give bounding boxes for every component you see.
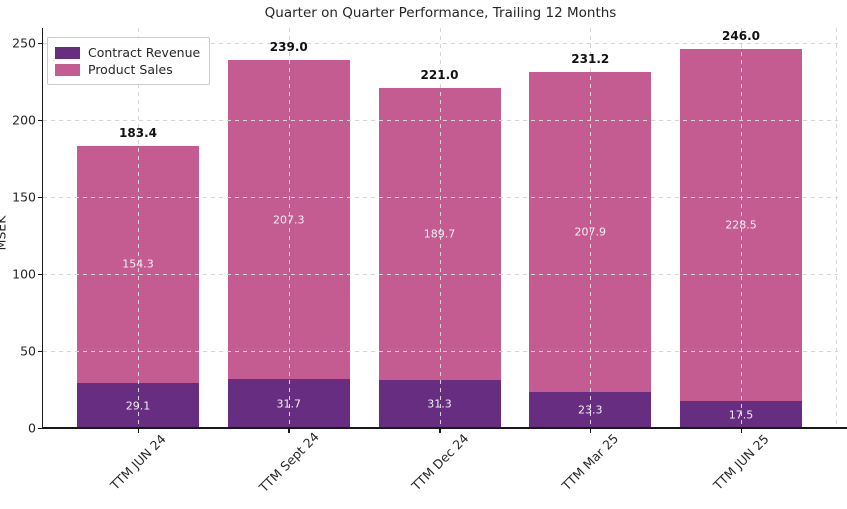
y-tick-mark: [38, 350, 43, 352]
bar-value-label: 31.3: [427, 397, 452, 411]
y-tick-mark: [38, 427, 43, 429]
y-tick-label: 50: [20, 343, 36, 359]
y-axis-label: MSEK: [0, 215, 9, 251]
gridline-vertical: [590, 28, 592, 428]
legend-label: Contract Revenue: [88, 45, 201, 60]
legend-item-contract-revenue: Contract Revenue: [55, 45, 200, 60]
x-axis-spine: [41, 427, 847, 429]
x-tick-mark: [137, 429, 139, 433]
bar-value-label: 189.7: [423, 227, 456, 241]
gridline-vertical: [138, 28, 139, 428]
bar-value-label: 228.5: [725, 218, 757, 232]
bar-value-label: 23.3: [578, 403, 603, 417]
bar-total-label: 246.0: [722, 29, 760, 44]
gridline-vertical: [288, 28, 290, 428]
x-tick-label: TTM Dec 24: [408, 430, 471, 494]
y-tick-mark: [38, 119, 43, 121]
gridline-horizontal: [43, 43, 838, 44]
gridline-horizontal: [43, 120, 838, 121]
x-tick-label: TTM JUN 25: [710, 431, 772, 493]
bar-value-label: 17.5: [728, 408, 754, 422]
bar-value-label: 207.3: [273, 213, 305, 227]
legend-item-product-sales: Product Sales: [55, 62, 200, 77]
legend-swatch-icon: [55, 63, 80, 76]
x-tick-label: TTM JUN 24: [107, 431, 169, 493]
bar-value-label: 207.9: [574, 225, 607, 239]
legend-label: Product Sales: [88, 62, 173, 77]
gridline-horizontal: [43, 274, 838, 275]
y-axis-spine: [41, 28, 43, 429]
x-tick-label: TTM Sept 24: [255, 429, 322, 495]
bar-total-label: 239.0: [269, 39, 308, 54]
y-tick-mark: [38, 196, 43, 198]
bar-total-label: 231.2: [571, 51, 610, 66]
gridline-horizontal: [43, 351, 838, 352]
legend: Contract Revenue Product Sales: [47, 37, 211, 85]
gridline-vertical: [836, 28, 837, 428]
x-tick-label: TTM Mar 25: [559, 430, 622, 494]
x-tick-mark: [439, 429, 441, 433]
y-tick-label: 100: [12, 266, 36, 282]
gridline-horizontal: [43, 197, 838, 198]
y-tick-mark: [38, 42, 43, 44]
legend-swatch-icon: [55, 46, 80, 59]
x-tick-mark: [740, 429, 742, 433]
chart-title: Quarter on Quarter Performance, Trailing…: [264, 5, 617, 21]
bar-total-label: 183.4: [119, 125, 157, 140]
y-tick-label: 150: [12, 189, 36, 205]
y-tick-mark: [38, 273, 43, 275]
y-tick-label: 200: [12, 112, 36, 128]
bar-value-label: 154.3: [122, 257, 154, 271]
x-tick-mark: [288, 429, 290, 433]
x-tick-mark: [589, 429, 592, 433]
gridline-vertical: [741, 28, 742, 428]
y-tick-label: 0: [28, 420, 36, 436]
bar-total-label: 221.0: [420, 67, 459, 82]
gridline-vertical: [439, 28, 441, 428]
bar-value-label: 31.7: [276, 397, 302, 411]
bar-value-label: 29.1: [125, 399, 151, 413]
y-tick-label: 250: [12, 35, 36, 51]
